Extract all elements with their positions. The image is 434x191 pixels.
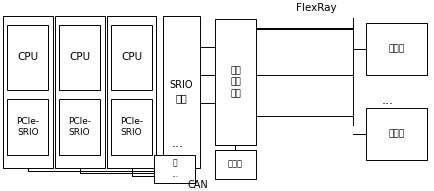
Text: 传
...: 传 ... (171, 159, 178, 179)
Text: 传感器: 传感器 (228, 160, 243, 169)
Text: 总线
接口
单元: 总线 接口 单元 (230, 67, 241, 98)
Text: 传感器: 传感器 (388, 44, 404, 53)
Text: ···: ··· (172, 141, 184, 154)
Bar (154, 155, 195, 183)
Text: SRIO
交换: SRIO 交换 (170, 80, 193, 103)
Bar (55, 15, 105, 168)
Bar (3, 15, 53, 168)
Text: FlexRay: FlexRay (296, 3, 337, 13)
Text: ···: ··· (382, 98, 394, 111)
Text: CAN: CAN (187, 180, 208, 190)
Bar (366, 108, 427, 160)
Text: 传感器: 传感器 (388, 130, 404, 139)
Bar (163, 15, 200, 168)
Bar (7, 99, 48, 155)
Text: PCIe-
SRIO: PCIe- SRIO (68, 117, 91, 137)
Bar (366, 23, 427, 75)
Bar (59, 25, 100, 90)
Bar (107, 15, 156, 168)
Text: PCIe-
SRIO: PCIe- SRIO (120, 117, 143, 137)
Bar (111, 25, 152, 90)
Bar (215, 150, 256, 179)
Text: CPU: CPU (121, 52, 142, 62)
Bar (111, 99, 152, 155)
Bar (59, 99, 100, 155)
Bar (215, 19, 256, 145)
Bar (7, 25, 48, 90)
Text: PCIe-
SRIO: PCIe- SRIO (16, 117, 39, 137)
Text: CPU: CPU (17, 52, 38, 62)
Text: CPU: CPU (69, 52, 90, 62)
